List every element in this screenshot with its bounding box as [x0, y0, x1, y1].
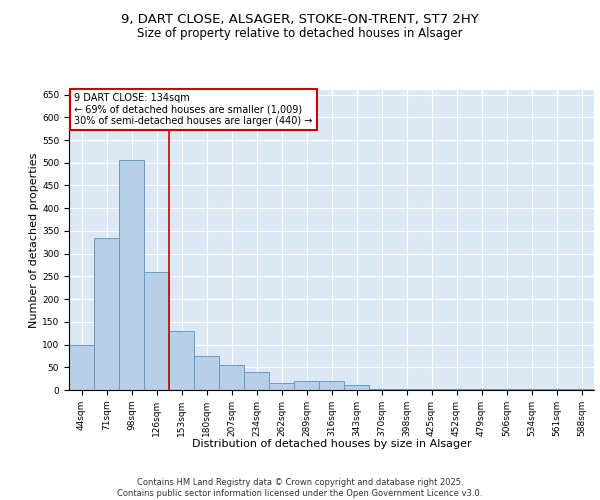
Bar — [569, 388, 594, 390]
Bar — [119, 160, 144, 390]
Bar — [69, 344, 94, 390]
Bar — [244, 372, 269, 390]
Bar — [194, 356, 219, 390]
Text: 9, DART CLOSE, ALSAGER, STOKE-ON-TRENT, ST7 2HY: 9, DART CLOSE, ALSAGER, STOKE-ON-TRENT, … — [121, 12, 479, 26]
X-axis label: Distribution of detached houses by size in Alsager: Distribution of detached houses by size … — [191, 439, 472, 449]
Bar — [294, 381, 319, 390]
Bar — [444, 389, 469, 390]
Bar — [219, 365, 244, 390]
Bar — [544, 389, 569, 390]
Bar — [519, 389, 544, 390]
Text: Contains HM Land Registry data © Crown copyright and database right 2025.
Contai: Contains HM Land Registry data © Crown c… — [118, 478, 482, 498]
Bar — [144, 272, 169, 390]
Bar — [269, 383, 294, 390]
Bar — [94, 238, 119, 390]
Bar — [319, 381, 344, 390]
Bar — [494, 389, 519, 390]
Bar — [469, 389, 494, 390]
Bar — [419, 389, 444, 390]
Bar — [344, 386, 369, 390]
Y-axis label: Number of detached properties: Number of detached properties — [29, 152, 39, 328]
Bar — [169, 331, 194, 390]
Bar — [369, 388, 394, 390]
Text: Size of property relative to detached houses in Alsager: Size of property relative to detached ho… — [137, 28, 463, 40]
Text: 9 DART CLOSE: 134sqm
← 69% of detached houses are smaller (1,009)
30% of semi-de: 9 DART CLOSE: 134sqm ← 69% of detached h… — [74, 93, 313, 126]
Bar — [394, 389, 419, 390]
